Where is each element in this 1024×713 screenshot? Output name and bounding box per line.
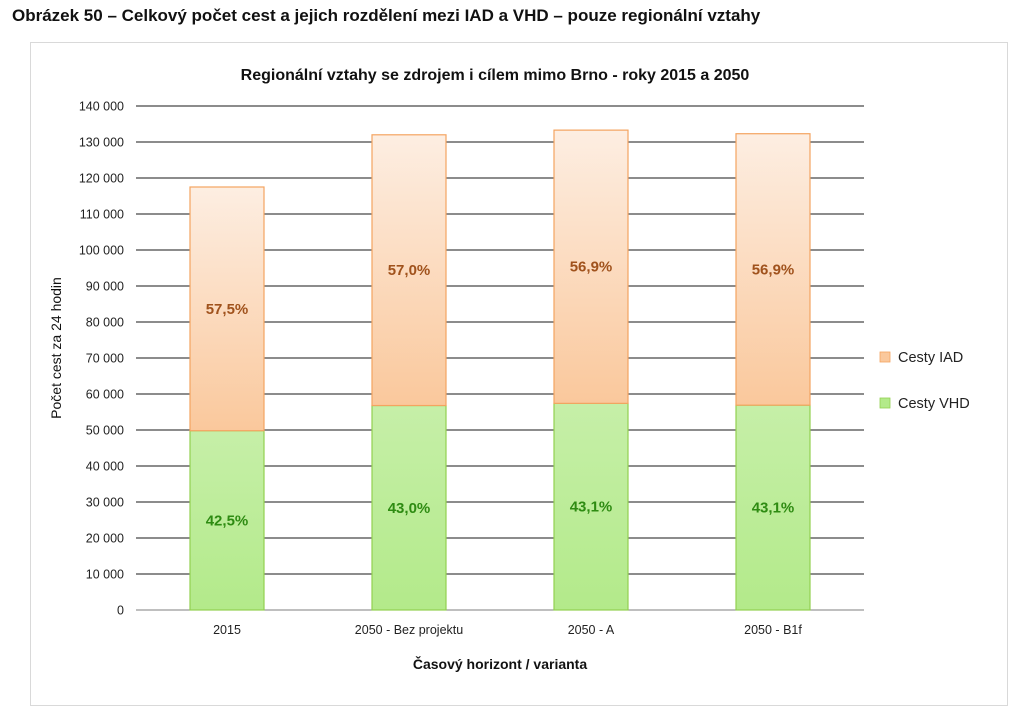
data-label-iad: 57,5% [206,301,249,318]
x-tick-label: 2050 - A [568,623,615,637]
bar-segment-iad [553,129,629,404]
data-label-vhd: 43,0% [388,500,431,517]
x-axis-ticks: 2015 2050 - Bez projektu 2050 - A 2050 - B1… [213,623,802,637]
bar-segment-vhd [735,404,811,611]
y-tick-label: 70 000 [86,352,124,366]
legend-swatch [879,351,891,363]
y-tick-label: 20 000 [86,532,124,546]
bar-segment-vhd [553,402,629,611]
data-label-vhd: 42,5% [206,512,249,529]
figure-caption: Obrázek 50 – Celkový počet cest a jejich… [12,6,761,25]
bars: 42,5% 57,5% 43,0% 57,0% 43,1% 56,9% 43,1% 56,9% [189,129,811,611]
bar-segment-vhd [371,404,447,611]
y-tick-label: 40 000 [86,460,124,474]
y-tick-label: 50 000 [86,424,124,438]
legend: Cesty IAD Cesty VHD [879,350,970,412]
legend-swatch [879,397,891,409]
data-label-iad: 56,9% [752,261,795,278]
legend-label: Cesty IAD [898,350,963,366]
x-tick-label: 2015 [213,623,241,637]
y-tick-label: 90 000 [86,280,124,294]
x-axis-label: Časový horizont / varianta [413,655,587,672]
legend-label: Cesty VHD [898,396,970,412]
y-tick-label: 120 000 [79,172,124,186]
x-tick-label: 2050 - Bez projektu [355,623,463,637]
data-label-iad: 56,9% [570,259,613,276]
y-tick-label: 130 000 [79,136,124,150]
y-tick-label: 100 000 [79,244,124,258]
bar-segment-iad [371,134,447,407]
bar-segment-vhd [189,430,265,611]
y-tick-label: 60 000 [86,388,124,402]
y-axis-ticks: 0 10 000 20 000 30 000 40 000 50 000 60 000 70 … [79,100,124,618]
y-tick-label: 10 000 [86,568,124,582]
data-label-iad: 57,0% [388,262,431,279]
y-axis-label: Počet cest za 24 hodin [48,277,64,419]
data-label-vhd: 43,1% [570,499,613,516]
bar-segment-iad [189,186,265,432]
y-tick-label: 0 [117,604,124,618]
chart-title: Regionální vztahy se zdrojem i cílem mim… [241,67,750,84]
y-tick-label: 110 000 [80,208,124,222]
x-tick-label: 2050 - B1f [744,623,802,637]
y-tick-label: 140 000 [79,100,124,114]
y-tick-label: 30 000 [86,496,124,510]
y-tick-label: 80 000 [86,316,124,330]
bar-segment-iad [735,133,811,406]
data-label-vhd: 43,1% [752,500,795,517]
